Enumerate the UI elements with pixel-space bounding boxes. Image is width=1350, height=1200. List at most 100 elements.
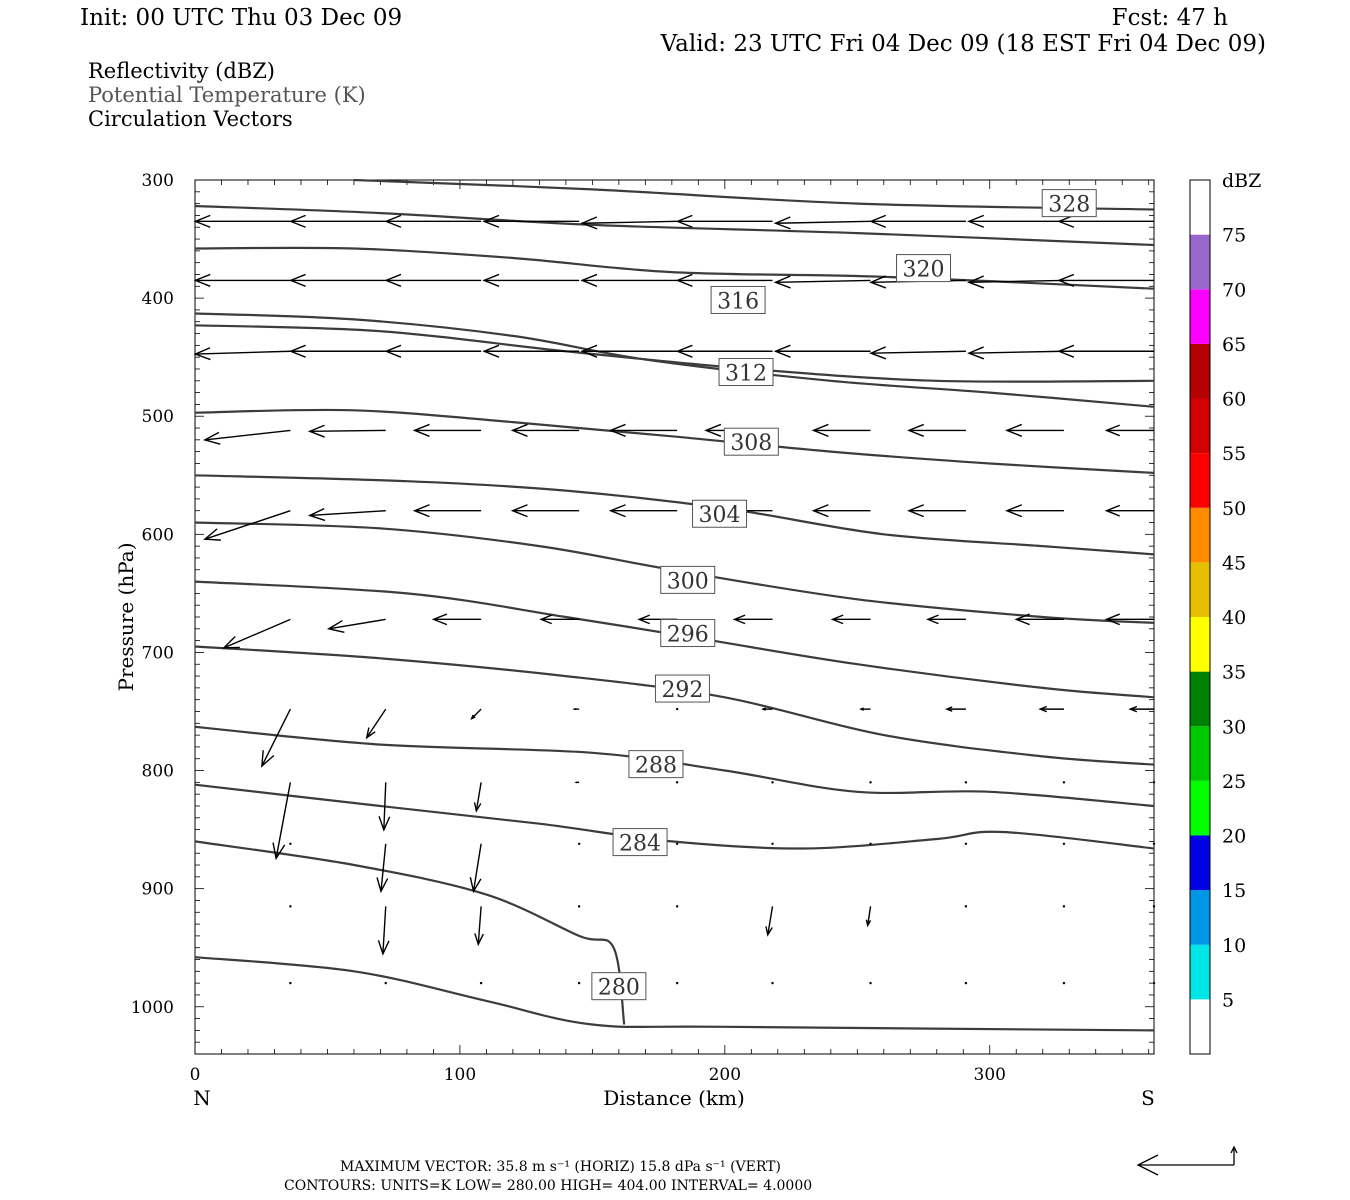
colorbar-level-label: 30 — [1222, 716, 1246, 738]
colorbar-level-label: 15 — [1222, 880, 1246, 902]
contour-label-text: 284 — [619, 832, 661, 857]
circulation-vector — [222, 618, 291, 649]
circulation-vector — [580, 273, 678, 287]
contour-label: 296 — [660, 619, 716, 648]
circulation-vector — [580, 216, 678, 230]
circulation-vector — [289, 842, 292, 845]
theta-contour — [194, 840, 626, 1025]
circulation-vector — [473, 782, 482, 813]
contours-note: CONTOURS: UNITS=K LOW= 280.00 HIGH= 404.… — [284, 1178, 812, 1194]
circulation-vector — [771, 781, 774, 784]
colorbar-level-label: 70 — [1222, 279, 1246, 301]
y-tick-label: 900 — [142, 880, 174, 900]
circulation-vector — [675, 344, 773, 358]
circulation-vector — [773, 344, 871, 358]
circulation-vector — [1062, 905, 1066, 908]
circulation-vector — [1062, 981, 1066, 985]
colorbar-level-label: 45 — [1222, 552, 1246, 574]
circulation-vector — [732, 614, 773, 625]
circulation-vector — [926, 614, 966, 625]
circulation-vector — [580, 344, 678, 358]
colorbar-segment — [1190, 398, 1210, 454]
contour-label-text: 280 — [598, 976, 640, 1001]
circulation-vector — [384, 214, 482, 228]
circulation-vector — [289, 981, 292, 985]
contour-label: 312 — [718, 358, 774, 387]
circulation-vector — [771, 842, 774, 845]
theta-contour — [194, 324, 1155, 383]
theta-contour — [194, 246, 1155, 290]
contour-label-text: 288 — [635, 754, 677, 779]
circulation-vector — [1104, 504, 1154, 517]
contour-label-text: 292 — [661, 678, 703, 703]
contour-label-text: 316 — [717, 289, 759, 314]
circulation-vector — [482, 273, 580, 287]
x-axis-label: Distance (km) — [603, 1086, 745, 1110]
colorbar-level-label: 5 — [1222, 989, 1234, 1011]
circulation-vector — [967, 214, 1064, 228]
theta-contour — [194, 408, 1155, 474]
circulation-vector — [474, 906, 484, 947]
colorbar-title: dBZ — [1222, 170, 1261, 192]
circulation-vector — [384, 981, 387, 985]
circulation-vector — [307, 507, 386, 522]
circulation-vector — [869, 781, 872, 784]
y-tick-label: 1000 — [131, 998, 174, 1018]
colorbar: 5 10 15 20 25 30 35 40 45 50 55 60 65 70 75 — [1189, 179, 1246, 1055]
circulation-vector — [773, 216, 871, 230]
field-label-reflectivity: Reflectivity (dBZ) — [88, 59, 275, 83]
y-axis-label: Pressure (hPa) — [114, 543, 138, 692]
circulation-vector — [1104, 613, 1154, 626]
circulation-vector — [1038, 705, 1064, 713]
colorbar-segment — [1190, 671, 1210, 727]
x-tick-label: 200 — [709, 1065, 741, 1085]
theta-contour — [194, 956, 1155, 1032]
valid-time: Valid: 23 UTC Fri 04 Dec 09 (18 EST Fri … — [660, 31, 1266, 57]
plot-frame — [194, 179, 1155, 1055]
circulation-vector — [967, 275, 1064, 289]
theta-contour — [194, 725, 1155, 808]
circulation-vector — [811, 423, 871, 437]
colorbar-segment — [1190, 835, 1210, 891]
circulation-vector — [384, 273, 482, 287]
colorbar-level-label: 25 — [1222, 771, 1246, 793]
contour-label: 308 — [723, 427, 779, 456]
circulation-vector — [577, 842, 581, 845]
circulation-vector — [964, 905, 968, 908]
reference-vector-icon — [1136, 1145, 1238, 1176]
colorbar-segment — [1190, 562, 1210, 617]
circulation-vector — [865, 906, 872, 928]
colorbar-level-label: 50 — [1222, 498, 1246, 520]
circulation-vector — [289, 905, 292, 908]
circulation-vector — [203, 510, 291, 541]
circulation-vector — [1057, 273, 1154, 287]
circulation-vector — [376, 843, 389, 894]
circulation-vector — [608, 504, 678, 518]
circulation-vector — [869, 214, 966, 228]
x-axis-end-right: S — [1141, 1086, 1155, 1110]
contour-label-text: 308 — [730, 431, 772, 456]
contour-label-text: 304 — [699, 503, 741, 528]
colorbar-segment — [1190, 180, 1210, 235]
circulation-vector — [675, 707, 679, 711]
circulation-vector — [811, 504, 871, 518]
circulation-vector — [773, 275, 871, 289]
x-tick-label: 100 — [444, 1065, 476, 1085]
circulation-vector — [412, 504, 482, 518]
circulation-vector — [608, 423, 678, 437]
circulation-vector — [765, 906, 774, 937]
circulation-vector — [1062, 781, 1066, 784]
y-tick-label: 400 — [142, 289, 174, 309]
circulation-vector — [1152, 905, 1156, 908]
circulation-vector — [572, 707, 580, 711]
circulation-vector — [675, 981, 679, 985]
circulation-vector — [964, 981, 968, 985]
colorbar-segment — [1190, 289, 1210, 344]
circulation-vector — [412, 423, 482, 437]
contour-label: 320 — [896, 254, 952, 283]
circulation-vector — [771, 981, 774, 985]
circulation-vector — [1152, 781, 1156, 784]
circulation-vector — [365, 708, 387, 740]
contour-label-text: 300 — [667, 569, 709, 594]
